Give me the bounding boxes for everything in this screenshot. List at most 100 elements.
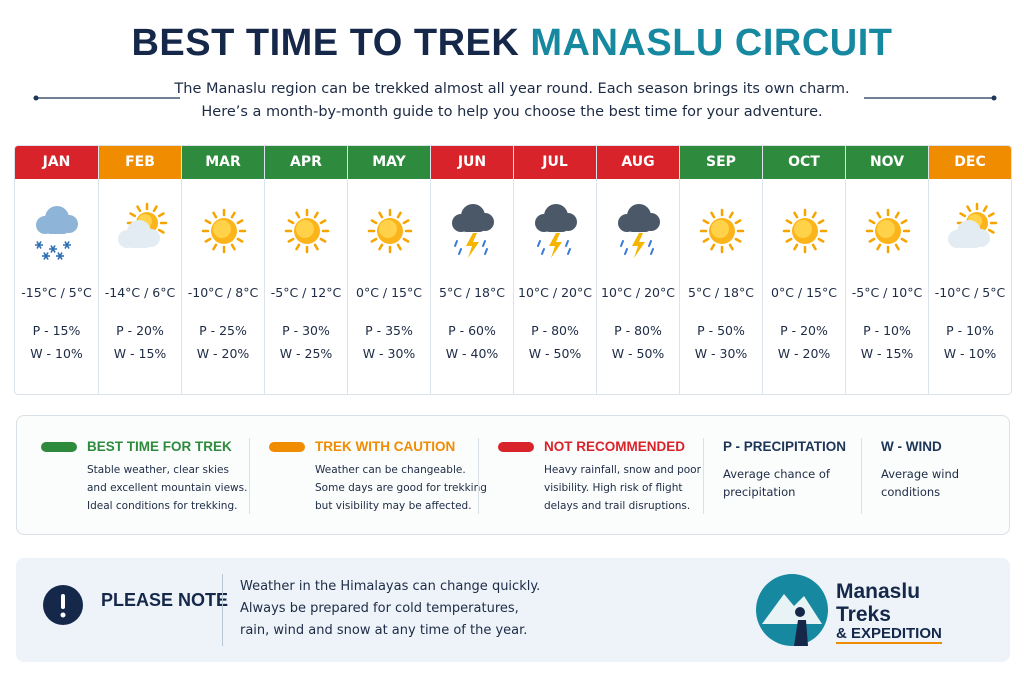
temperature: 0°C / 15°C [356,285,422,300]
wind: W - 40% [445,346,499,361]
legend-title: BEST TIME FOR TREK [87,439,232,454]
weather-icon [284,208,329,254]
weather-icon [617,204,660,258]
legend-title: TREK WITH CAUTION [315,439,456,454]
alert-icon [43,585,83,625]
precipitation: P - 50% [697,323,745,338]
temperature: 5°C / 18°C [688,285,754,300]
legend-text: Average chance of [723,467,830,481]
legend-title: P - PRECIPITATION [723,439,847,454]
temperature: -10°C / 5°C [934,285,1006,300]
month-header: OCT [763,146,845,179]
month-header: MAY [348,146,430,179]
divider [222,574,223,646]
month-header: MAR [182,146,264,179]
wind: W - 25% [279,346,333,361]
decor-lines [33,95,997,101]
month-column: MAY 0°C / 15°C P - 35% W - 30% [347,146,430,394]
legend-swatch [269,442,305,452]
month-header: JUL [514,146,596,179]
precipitation: P - 35% [365,323,413,338]
weather-icon [34,206,78,260]
legend-text: visibility. High risk of flight [544,482,683,494]
title-accent: MANASLU CIRCUIT [530,22,893,64]
month-header: NOV [846,146,928,179]
note-title: PLEASE NOTE [101,590,229,610]
weather-icon [201,208,246,254]
wind: W - 20% [196,346,250,361]
legend-text: delays and trail disruptions. [544,500,691,512]
legend-text: Heavy rainfall, snow and poor [544,464,701,476]
month-column: MAR -10°C / 8°C P - 25% W - 20% [181,146,264,394]
month-header: APR [265,146,347,179]
weather-icon [782,208,827,254]
precipitation: P - 80% [614,323,662,338]
temperature: 10°C / 20°C [601,285,675,300]
wind: W - 10% [30,346,83,361]
weather-icon [947,202,997,248]
note-line: Always be prepared for cold temperatures… [240,601,519,616]
precipitation: P - 25% [199,323,247,338]
month-header: AUG [597,146,679,179]
temperature: -5°C / 12°C [270,285,342,300]
month-column: JAN -15°C / 5°C P - 15% W - 10% [15,146,98,394]
month-column: AUG 10°C / 20°C P - 80% W - 50% [596,146,679,394]
legend-text: Some days are good for trekking [315,482,487,494]
month-table: JAN -15°C / 5°C P - 15% W - 10% FEB -14°C / 6… [14,145,1012,395]
month-column: DEC -10°C / 5°C P - 10% W - 10% [928,146,1011,394]
note-box: PLEASE NOTE Weather in the Himalayas can… [16,558,1010,662]
temperature: 0°C / 15°C [771,285,837,300]
month-header: SEP [680,146,762,179]
month-header: DEC [929,146,1011,179]
month-column: NOV -5°C / 10°C P - 10% W - 15% [845,146,928,394]
temperature: -15°C / 5°C [21,285,92,300]
title-dark: BEST TIME TO TREK [131,22,520,64]
temperature: 5°C / 18°C [439,285,505,300]
legend-text: conditions [881,485,941,499]
legend-text: but visibility may be affected. [315,500,472,512]
precipitation: P - 20% [116,323,164,338]
intro-line: Here’s a month-by-month guide to help yo… [201,104,823,120]
legend-divider [861,438,862,514]
precipitation: P - 30% [282,323,330,338]
wind: W - 30% [694,346,748,361]
temperature: -10°C / 8°C [187,285,259,300]
wind: W - 50% [611,346,665,361]
legend-swatch [41,442,77,452]
wind: W - 20% [777,346,831,361]
logo-name: Treks [836,603,891,626]
legend-text: Weather can be changeable. [315,464,466,476]
legend-text: and excellent mountain views. [87,482,248,494]
legend-text: Ideal conditions for trekking. [87,500,238,512]
legend-box: BEST TIME FOR TREK Stable weather, clear … [16,415,1010,535]
month-column: JUL 10°C / 20°C P - 80% W - 50% [513,146,596,394]
precipitation: P - 15% [32,323,81,338]
legend-divider [249,438,250,514]
temperature: -5°C / 10°C [851,285,923,300]
precipitation: P - 60% [448,323,496,338]
logo-name: Manaslu [836,580,921,603]
legend-title: W - WIND [881,439,942,454]
weather-icon [451,204,494,258]
month-header: FEB [99,146,181,179]
wind: W - 50% [528,346,582,361]
month-column: JUN 5°C / 18°C P - 60% W - 40% [430,146,513,394]
legend-swatch [498,442,534,452]
legend-text: Stable weather, clear skies [87,464,229,476]
legend-divider [478,438,479,514]
weather-icon [117,202,167,248]
month-column: FEB -14°C / 6°C P - 20% W - 15% [98,146,181,394]
legend-title: NOT RECOMMENDED [544,439,685,454]
precipitation: P - 10% [863,323,911,338]
legend-divider [703,438,704,514]
wind: W - 30% [362,346,416,361]
legend-text: Average wind [881,467,960,481]
temperature: 10°C / 20°C [518,285,592,300]
logo-tagline: & EXPEDITION [836,625,942,644]
precipitation: P - 80% [531,323,579,338]
legend-text: precipitation [723,485,796,499]
weather-icon [534,204,577,258]
weather-icon [699,208,744,254]
month-column: SEP 5°C / 18°C P - 50% W - 30% [679,146,762,394]
